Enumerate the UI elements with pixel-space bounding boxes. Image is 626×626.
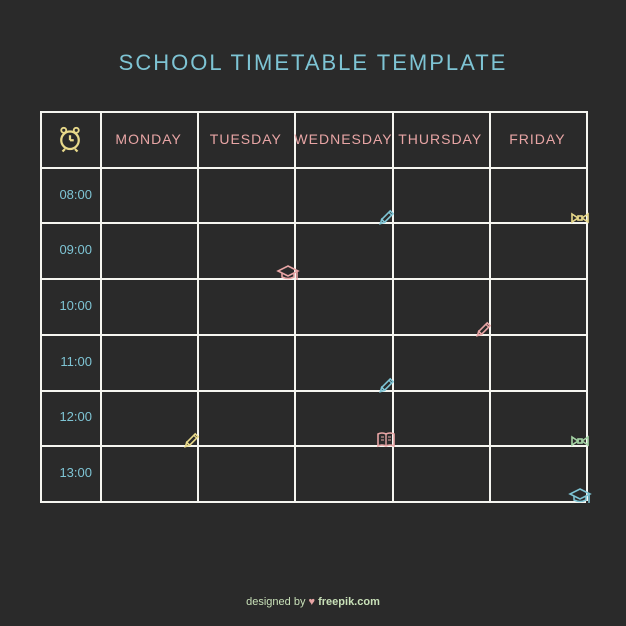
time-label-0900: 09:00 <box>42 242 92 257</box>
bowtie-icon <box>568 206 592 230</box>
time-label-1000: 10:00 <box>42 298 92 313</box>
grid-hline <box>40 222 586 224</box>
pencil-icon <box>374 206 398 230</box>
heart-icon: ♥ <box>309 596 316 608</box>
pencil-icon <box>374 374 398 398</box>
book-icon <box>374 429 398 453</box>
grid-hline <box>40 167 586 169</box>
time-label-1300: 13:00 <box>42 465 92 480</box>
grid-vline <box>100 111 102 501</box>
grid-hline <box>40 390 586 392</box>
grid-vline <box>294 111 296 501</box>
day-header-friday: FRIDAY <box>489 131 586 147</box>
page-title: SCHOOL TIMETABLE TEMPLATE <box>40 50 586 76</box>
grid-hline <box>40 111 586 113</box>
footer-prefix: designed by <box>246 596 305 608</box>
clock-icon <box>55 124 85 154</box>
grid-vline <box>489 111 491 501</box>
gradcap-icon <box>276 262 300 286</box>
gradcap-icon <box>568 485 592 509</box>
grid-hline <box>40 445 586 447</box>
pencil-icon <box>471 318 495 342</box>
timetable-grid: MONDAYTUESDAYWEDNESDAYTHURSDAYFRIDAY 08:… <box>40 111 586 501</box>
grid-lines <box>40 111 586 501</box>
grid-hline <box>40 501 586 503</box>
footer-attribution: designed by ♥ freepik.com <box>0 596 626 608</box>
time-label-0800: 08:00 <box>42 187 92 202</box>
day-header-wednesday: WEDNESDAY <box>294 131 391 147</box>
footer-brand: freepik.com <box>318 596 380 608</box>
grid-hline <box>40 334 586 336</box>
time-label-1100: 11:00 <box>42 354 92 369</box>
bowtie-icon <box>568 429 592 453</box>
pencil-icon <box>179 429 203 453</box>
day-header-tuesday: TUESDAY <box>197 131 294 147</box>
grid-hline <box>40 278 586 280</box>
time-label-1200: 12:00 <box>42 409 92 424</box>
day-header-monday: MONDAY <box>100 131 197 147</box>
timetable-container: SCHOOL TIMETABLE TEMPLATE MONDAYTUESDAYW… <box>0 0 626 626</box>
day-header-thursday: THURSDAY <box>392 131 489 147</box>
